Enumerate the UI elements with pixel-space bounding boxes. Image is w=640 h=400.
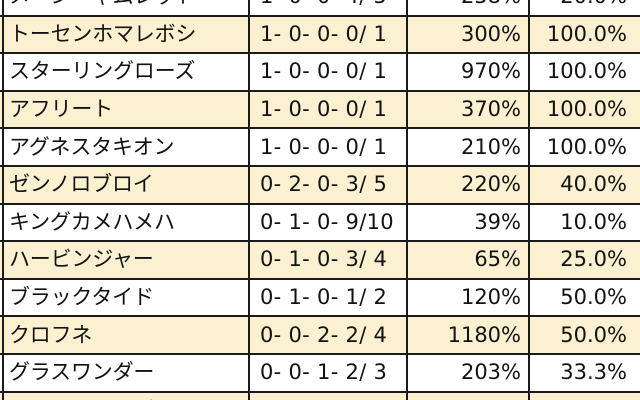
race-record-cell: 0- 0- 1- 2/ 3 xyxy=(248,392,406,400)
table-row[interactable]: アグネスタキオン 1- 0- 0- 0/ 1 210% 100.0% xyxy=(0,129,640,167)
horse-name-cell: キングカメハメハ xyxy=(9,209,175,234)
return-rate-cell: 120% xyxy=(406,279,528,316)
race-record-cell: 0- 2- 0- 3/ 5 xyxy=(248,166,406,203)
race-record-cell: 1- 0- 0- 4/ 5 xyxy=(248,0,406,15)
placing-rate-cell: 40.0% xyxy=(528,166,635,203)
placing-rate-cell: 50.0% xyxy=(528,317,635,353)
horse-name-cell: クロフネ xyxy=(9,322,93,347)
return-rate-cell: 370% xyxy=(406,91,528,128)
horse-name-cell: ハービンジャー xyxy=(9,247,154,272)
horse-name-cell: ブラックタイド xyxy=(9,285,154,310)
return-rate-cell: 220% xyxy=(406,166,528,203)
return-rate-cell: 300% xyxy=(406,16,528,53)
placing-rate-cell: 100.0% xyxy=(528,54,635,90)
placing-rate-cell: 20.0% xyxy=(528,0,635,15)
race-record-cell: 0- 1- 0- 1/ 2 xyxy=(248,279,406,316)
placing-rate-cell: 100.0% xyxy=(528,91,635,128)
table-row[interactable]: アフリート 1- 0- 0- 0/ 1 370% 100.0% xyxy=(0,91,640,130)
table-row[interactable]: スターリングローズ 1- 0- 0- 0/ 1 970% 100.0% xyxy=(0,54,640,92)
return-rate-cell: 258% xyxy=(406,0,528,15)
table-row[interactable]: ブラックタイド 0- 1- 0- 1/ 2 120% 50.0% xyxy=(0,279,640,318)
race-record-cell: 1- 0- 0- 0/ 1 xyxy=(248,129,406,165)
horse-name-cell: ゼンノロブロイ xyxy=(9,172,154,197)
placing-rate-cell: 100.0% xyxy=(528,16,635,53)
return-rate-cell: 970% xyxy=(406,54,528,90)
return-rate-cell: 39% xyxy=(406,204,528,241)
table-row[interactable]: アドマイヤベガ0- 0- 1- 2/ 356%33.3% xyxy=(0,392,640,400)
horse-name-cell: アドマイヤベガ xyxy=(0,393,248,400)
return-rate-cell: 203% xyxy=(406,354,528,391)
race-record-cell: 1- 0- 0- 0/ 1 xyxy=(248,16,406,53)
table-row[interactable]: ゼンノロブロイ 0- 2- 0- 3/ 5 220% 40.0% xyxy=(0,166,640,205)
return-rate-cell: 210% xyxy=(406,129,528,165)
horse-name-cell: グラスワンダー xyxy=(9,360,155,385)
race-record-cell: 1- 0- 0- 0/ 1 xyxy=(248,91,406,128)
return-rate-cell: 56% xyxy=(406,392,528,400)
horse-name-cell: メーシ゛ャムレット xyxy=(0,0,248,15)
race-record-cell: 0- 0- 2- 2/ 4 xyxy=(248,317,406,353)
race-record-cell: 1- 0- 0- 0/ 1 xyxy=(248,54,406,90)
table-row[interactable]: ハービンジャー 0- 1- 0- 3/ 4 65% 25.0% xyxy=(0,242,640,280)
table-row[interactable]: トーセンホマレボシ 1- 0- 0- 0/ 1 300% 100.0% xyxy=(0,16,640,55)
race-record-cell: 0- 0- 1- 2/ 3 xyxy=(248,354,406,391)
placing-rate-cell: 100.0% xyxy=(528,129,635,165)
placing-rate-cell: 25.0% xyxy=(528,242,635,278)
race-record-cell: 0- 1- 0- 3/ 4 xyxy=(248,242,406,278)
return-rate-cell: 65% xyxy=(406,242,528,278)
race-record-cell: 0- 1- 0- 9/10 xyxy=(248,204,406,241)
table-row[interactable]: キングカメハメハ 0- 1- 0- 9/10 39% 10.0% xyxy=(0,204,640,243)
placing-rate-cell: 33.3% xyxy=(528,354,635,391)
placing-rate-cell: 50.0% xyxy=(528,279,635,316)
horse-name-cell: スターリングローズ xyxy=(9,59,196,84)
table-row[interactable]: グラスワンダー 0- 0- 1- 2/ 3 203% 33.3% xyxy=(0,354,640,393)
horse-name-cell: アフリート xyxy=(9,97,113,122)
placing-rate-cell: 10.0% xyxy=(528,204,635,241)
placing-rate-cell: 33.3% xyxy=(528,392,635,400)
horse-name-cell: アグネスタキオン xyxy=(9,134,175,159)
table-row[interactable]: クロフネ 0- 0- 2- 2/ 4 1180% 50.0% xyxy=(0,317,640,355)
horse-name-cell: トーセンホマレボシ xyxy=(9,21,197,46)
table-row[interactable]: メーシ゛ャムレット1- 0- 0- 4/ 5258%20.0% xyxy=(0,0,640,17)
return-rate-cell: 1180% xyxy=(406,317,528,353)
